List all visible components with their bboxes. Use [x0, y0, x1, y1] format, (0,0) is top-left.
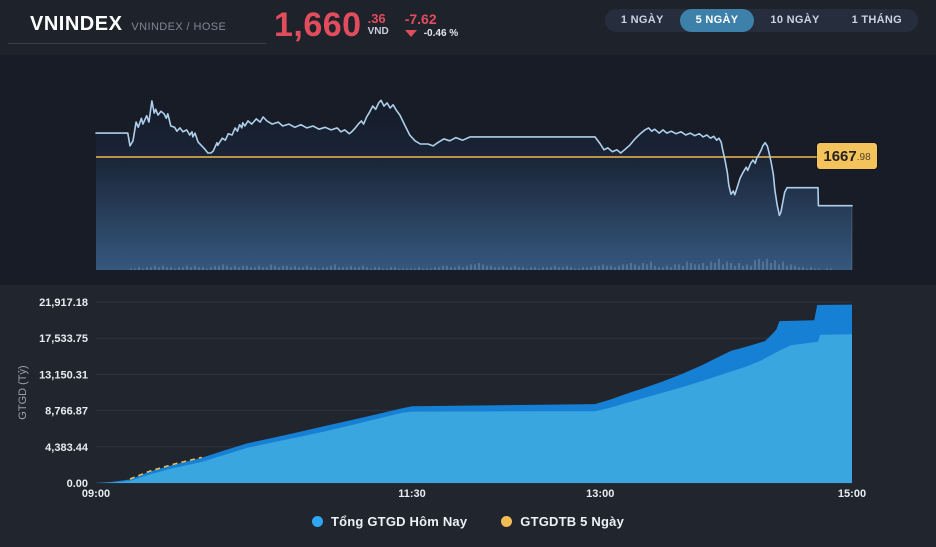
svg-text:8,766.87: 8,766.87 [45, 406, 88, 418]
svg-text:17,533.75: 17,533.75 [39, 333, 88, 345]
svg-text:13:00: 13:00 [586, 488, 614, 500]
tab-1-month[interactable]: 1 THÁNG [851, 14, 902, 26]
price-block: 1,660 .36 VND -7.62 -0.46 % [274, 7, 458, 43]
reference-price-int: 1667 [823, 147, 857, 165]
svg-text:09:00: 09:00 [82, 488, 110, 500]
svg-text:21,917.18: 21,917.18 [39, 297, 88, 309]
svg-text:15:00: 15:00 [838, 488, 866, 500]
svg-text:GTGD (Tỷ): GTGD (Tỷ) [17, 365, 29, 419]
svg-text:4,383.44: 4,383.44 [45, 442, 89, 454]
legend-dot-yellow [501, 516, 513, 527]
price-change: -7.62 [404, 11, 437, 27]
svg-text:0.00: 0.00 [67, 478, 88, 490]
svg-text:11:30: 11:30 [398, 488, 426, 500]
last-price: 1,660 [274, 6, 362, 44]
value-chart-area: 0.00 4,383.44 8,766.87 13,150.31 17,533.75 21… [0, 290, 936, 514]
legend-item-5day-average[interactable]: GTGDTB 5 Ngày [501, 514, 624, 529]
arrow-down-icon [404, 30, 417, 37]
symbol-exchange-subtitle: VNINDEX / HOSE [131, 21, 227, 33]
legend-label-today-total: Tổng GTGD Hôm Nay [330, 514, 468, 529]
page-title: VNINDEX [30, 13, 123, 35]
chart-legend: Tổng GTGD Hôm Nay GTGDTB 5 Ngày [0, 514, 936, 529]
symbol-title-block: VNINDEX VNINDEX / HOSE [30, 13, 226, 36]
legend-item-today-total[interactable]: Tổng GTGD Hôm Nay [311, 514, 468, 529]
tab-5-days[interactable]: 5 NGÀY [679, 9, 755, 32]
price-change-percent: -0.46 % [423, 28, 459, 39]
tab-1-day[interactable]: 1 NGÀY [620, 14, 664, 26]
title-divider [8, 43, 266, 44]
reference-price-frac: .98 [856, 152, 871, 163]
price-chart-canvas[interactable] [0, 55, 936, 288]
currency-label: VND [367, 26, 389, 37]
value-chart-canvas[interactable]: 0.00 4,383.44 8,766.87 13,150.31 17,533.75 21… [0, 290, 936, 514]
header: VNINDEX VNINDEX / HOSE 1,660 .36 VND -7.6… [0, 0, 936, 55]
legend-dot-blue [311, 516, 323, 527]
tab-10-days[interactable]: 10 NGÀY [770, 14, 820, 26]
price-chart-area: 1667.98 [0, 55, 936, 288]
reference-price-label: 1667.98 [817, 143, 877, 169]
last-price-decimals: .36 [367, 11, 386, 26]
timeframe-tabs: 1 NGÀY 5 NGÀY 10 NGÀY 1 THÁNG [604, 9, 918, 32]
svg-text:13,150.31: 13,150.31 [39, 369, 88, 381]
legend-label-5day-average: GTGDTB 5 Ngày [520, 514, 625, 529]
